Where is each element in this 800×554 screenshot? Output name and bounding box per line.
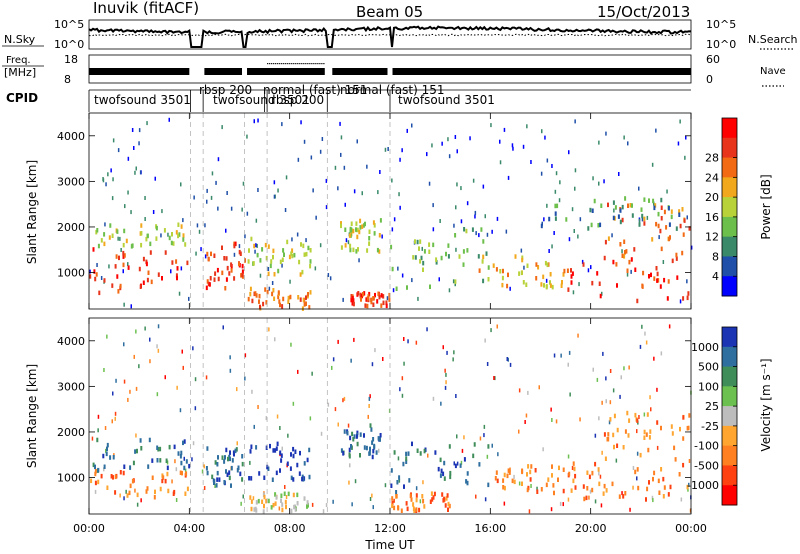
nsearch-label: N.Search: [748, 33, 798, 46]
colorbar-tick: 500: [698, 361, 719, 374]
colorbar-tick: 8: [712, 250, 719, 263]
freq-trace: [89, 68, 691, 75]
colorbar-tick: 25: [705, 400, 719, 413]
cpid-segment-label: normal (fast) 151: [340, 83, 444, 97]
y-tick-label: 3000: [57, 175, 85, 188]
x-tick-label: 04:00: [173, 522, 205, 535]
colorbar-swatch: [722, 406, 737, 427]
colorbar-swatch: [722, 386, 737, 407]
nave-label: Nave: [760, 66, 786, 77]
cpid-segment-label: rbsp 200: [199, 83, 252, 97]
colorbar-swatch: [722, 256, 737, 277]
nsky-tick-bottom: 10^0: [54, 38, 84, 51]
colorbar-swatch: [722, 118, 737, 139]
colorbar-swatch: [722, 276, 737, 297]
colorbar-tick: -25: [701, 420, 719, 433]
station-title: Inuvik (fitACF): [93, 0, 199, 17]
power-cbar-label: Power [dB]: [759, 174, 773, 239]
velocity-scatter: [90, 318, 692, 514]
x-tick-label: 12:00: [374, 522, 406, 535]
colorbar-swatch: [722, 485, 737, 506]
freq-tick-bottom: 8: [64, 73, 71, 86]
colorbar-swatch: [722, 366, 737, 387]
nsky-label: N.Sky: [4, 33, 36, 46]
x-tick-label: 08:00: [274, 522, 306, 535]
nave-trace: [267, 63, 325, 65]
nsearch-tick-top: 10^5: [706, 18, 736, 31]
colorbar-swatch: [722, 327, 737, 348]
y-tick-label: 1000: [57, 267, 85, 280]
freq-label-1: Freq.: [6, 55, 31, 66]
cpid-segment-label: twofsound 3501: [94, 93, 191, 107]
colorbar-tick: -1000: [687, 479, 719, 492]
nsearch-tick-bottom: 10^0: [706, 38, 736, 51]
nsearch-trace: [89, 33, 692, 37]
nsky-tick-top: 10^5: [54, 18, 84, 31]
nave-tick-bottom: 0: [706, 73, 713, 86]
x-tick-label: 16:00: [474, 522, 506, 535]
y-tick-label: 2000: [57, 221, 85, 234]
colorbar-tick: 4: [712, 270, 719, 283]
colorbar-tick: 20: [705, 191, 719, 204]
velocity-cbar-label: Velocity [m s⁻¹]: [759, 358, 773, 451]
cpid-label: CPID: [6, 91, 38, 105]
colorbar-swatch: [722, 346, 737, 368]
cpid-segment-label: twofsound 3501: [213, 93, 310, 107]
power-panel: 1000 2000 3000 4000 Slant Range [km] 4 8 12 16…: [25, 112, 773, 311]
colorbar-tick: 24: [705, 171, 719, 184]
colorbar-swatch: [722, 465, 737, 486]
colorbar-tick: -500: [694, 459, 719, 472]
y-tick-label: 1000: [57, 472, 85, 485]
colorbar-swatch: [722, 425, 737, 447]
colorbar-swatch: [722, 197, 737, 218]
nave-tick-top: 60: [706, 53, 720, 66]
colorbar-swatch: [722, 157, 737, 178]
time-axis-label: Time UT: [364, 538, 415, 552]
time-axis: 00:00 04:00 08:00 12:00 16:00 20:00 00:00: [73, 113, 707, 535]
x-tick-label: 00:00: [675, 522, 707, 535]
colorbar-tick: 28: [705, 152, 719, 165]
colorbar-swatch: [722, 177, 737, 198]
y-tick-label: 4000: [57, 335, 85, 348]
y-tick-label: 3000: [57, 380, 85, 393]
cpid-segment-label: twofsound 3501: [398, 93, 495, 107]
nsky-panel: N.Sky 10^5 10^0 10^5 10^0 N.Search: [2, 18, 798, 51]
colorbar-tick: 16: [705, 211, 719, 224]
velocity-colorbar: 1000 500 100 25 -25 -100 -500 -1000: [687, 326, 738, 506]
power-scatter: [89, 113, 693, 311]
velocity-ylabel: Slant Range [km]: [25, 364, 39, 468]
y-tick-label: 2000: [57, 426, 85, 439]
colorbar-tick: 1000: [691, 341, 719, 354]
y-tick-label: 4000: [57, 130, 85, 143]
cpid-segment-label: normal (fast) 151: [263, 83, 367, 97]
beam-title: Beam 05: [356, 3, 423, 21]
x-tick-label: 00:00: [73, 522, 105, 535]
freq-tick-top: 18: [64, 53, 78, 66]
colorbar-tick: -100: [694, 440, 719, 453]
power-ylabel: Slant Range [km]: [25, 160, 39, 264]
date-title: 15/Oct/2013: [597, 3, 690, 21]
cpid-segment-label: rbsp 200: [271, 93, 324, 107]
power-colorbar: 4 8 12 16 20 24 28: [705, 117, 738, 297]
colorbar-swatch: [722, 216, 737, 238]
colorbar-tick: 100: [698, 380, 719, 393]
velocity-panel: 1000 2000 3000 4000 Slant Range [km] 1000 50…: [25, 317, 773, 515]
nsky-trace: [88, 25, 692, 48]
colorbar-swatch: [722, 236, 737, 257]
colorbar-swatch: [722, 445, 737, 466]
freq-label-2: [MHz]: [4, 66, 36, 79]
freq-panel: Freq. [MHz] 18 8 60 0 Nave: [2, 53, 786, 87]
colorbar-tick: 12: [705, 231, 719, 244]
x-tick-label: 20:00: [575, 522, 607, 535]
colorbar-swatch: [722, 137, 737, 159]
